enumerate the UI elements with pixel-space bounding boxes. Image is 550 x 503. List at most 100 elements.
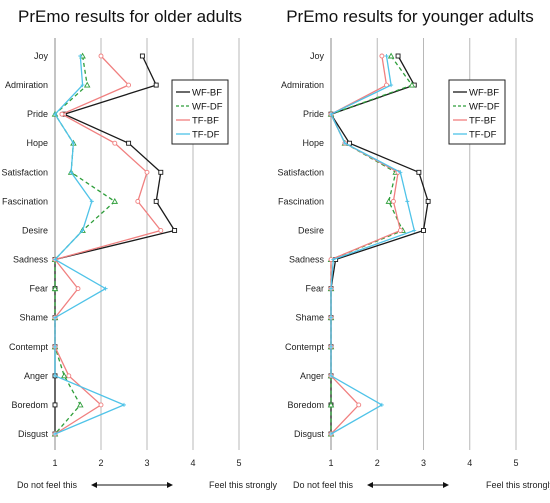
x-tick-label: 3 — [421, 458, 426, 468]
category-label: Satisfaction — [277, 167, 324, 177]
data-point — [329, 315, 333, 320]
legend-label-tf-bf: TF-BF — [469, 116, 496, 127]
range-arrow-right-head — [443, 482, 449, 488]
category-label: Disgust — [294, 429, 325, 439]
series-line-tf-bf — [330, 55, 402, 435]
x-tick-label: 2 — [98, 458, 103, 468]
category-label: Sadness — [13, 255, 49, 265]
category-label: Sadness — [289, 255, 325, 265]
category-label: Hope — [26, 138, 48, 148]
data-point — [98, 402, 104, 408]
x-tick-label: 3 — [144, 458, 149, 468]
x-tick-label: 4 — [467, 458, 472, 468]
data-point — [144, 169, 150, 175]
category-label: Anger — [300, 371, 324, 381]
data-point — [139, 53, 145, 59]
category-label: Boredom — [11, 400, 48, 410]
x-tick-label: 1 — [52, 458, 57, 468]
data-point — [412, 228, 417, 233]
data-point — [89, 199, 94, 204]
series-line-tf-df — [53, 55, 126, 435]
data-point — [135, 198, 141, 204]
category-label: Anger — [24, 371, 48, 381]
x-tick-label: 5 — [236, 458, 241, 468]
data-point — [112, 140, 118, 146]
data-point — [395, 53, 401, 59]
chart-panel-1: PrEmo results for older adults 1 2 3 4 5 Joy Ad… — [1, 7, 277, 490]
data-point — [51, 285, 59, 292]
data-point — [425, 198, 431, 204]
data-point — [111, 197, 119, 204]
range-arrow-right-head — [167, 482, 173, 488]
data-point — [53, 432, 57, 436]
data-point — [327, 401, 335, 408]
category-label: Fascination — [2, 196, 48, 206]
category-label: Contempt — [285, 342, 325, 352]
data-point — [53, 112, 57, 117]
x-tick-label: 4 — [190, 458, 195, 468]
data-point — [384, 54, 389, 58]
legend-label-wf-df: WF-DF — [469, 102, 500, 113]
category-label: Satisfaction — [1, 167, 48, 177]
data-point — [387, 52, 395, 59]
series-line-wf-df — [330, 55, 413, 434]
x-tick-label: 5 — [513, 458, 518, 468]
data-point — [69, 170, 74, 175]
category-label: Shame — [19, 313, 48, 323]
chart-panel-2: PrEmo results for younger adults 1 2 3 4 5 Joy… — [277, 7, 550, 490]
data-point — [75, 286, 81, 292]
category-label: Contempt — [9, 342, 49, 352]
data-point — [60, 372, 68, 379]
data-point — [59, 111, 65, 117]
data-point — [71, 141, 76, 146]
category-label: Hope — [302, 138, 324, 148]
data-point — [158, 228, 164, 233]
data-point — [329, 344, 333, 349]
data-point — [78, 54, 83, 58]
data-point — [379, 402, 384, 407]
category-label: Admiration — [281, 80, 324, 90]
range-arrow-left-head — [367, 482, 373, 488]
category-label: Fascination — [278, 196, 324, 206]
range-arrow-left-head — [91, 482, 97, 488]
data-point — [398, 170, 403, 175]
data-point — [421, 228, 426, 233]
category-label: Desire — [22, 225, 48, 235]
data-point — [80, 228, 85, 233]
category-label: Pride — [27, 109, 48, 119]
data-point — [329, 432, 333, 436]
data-point — [329, 373, 333, 378]
data-point — [390, 198, 396, 204]
data-point — [126, 82, 132, 88]
data-point — [158, 169, 164, 175]
category-label: Joy — [34, 51, 49, 61]
category-label: Shame — [295, 313, 324, 323]
legend-label-tf-df: TF-DF — [469, 130, 497, 141]
data-point — [408, 81, 416, 88]
legend-box — [171, 79, 229, 145]
data-point — [356, 402, 362, 408]
category-label: Disgust — [18, 429, 49, 439]
series-line-tf-bf — [53, 55, 162, 435]
data-point — [83, 81, 91, 88]
legend-label-tf-bf: TF-BF — [192, 116, 219, 127]
category-label: Desire — [298, 225, 324, 235]
data-point — [385, 197, 393, 204]
data-point — [397, 228, 403, 233]
data-point — [66, 373, 72, 379]
series-line-wf-bf — [54, 55, 176, 434]
data-point — [122, 402, 126, 407]
data-point — [389, 83, 394, 88]
data-point — [329, 112, 333, 117]
data-point — [53, 344, 57, 349]
legend-label-wf-bf: WF-BF — [469, 88, 499, 99]
data-point — [153, 82, 159, 88]
data-point — [329, 286, 333, 291]
x-tick-label: 2 — [375, 458, 380, 468]
data-point — [172, 228, 178, 233]
data-point — [52, 402, 58, 408]
data-point — [405, 199, 410, 204]
data-point — [53, 373, 57, 378]
